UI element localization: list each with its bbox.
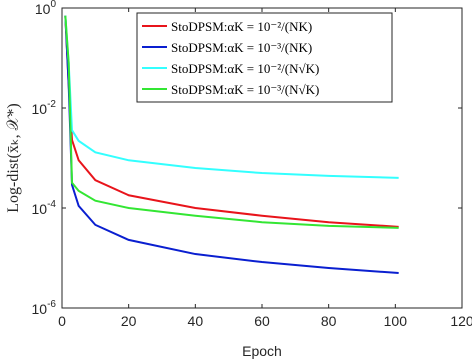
x-axis-label: Epoch: [242, 343, 282, 359]
x-tick-label: 100: [384, 313, 408, 329]
y-tick-base: 10: [32, 101, 48, 117]
y-tick-label: 10-4: [32, 199, 57, 217]
y-tick-label: 10-2: [32, 99, 57, 117]
y-tick-exponent: -2: [47, 99, 56, 110]
y-tick-base: 10: [35, 1, 51, 17]
y-tick-label: 10-6: [32, 299, 57, 317]
legend-box: [136, 12, 393, 103]
x-tick-label: 40: [188, 313, 204, 329]
y-axis-label: Log-dist(x̄ₖ, 𝒳*): [5, 103, 22, 212]
y-tick-exponent: -6: [47, 299, 56, 310]
legend-label: StoDPSM:αK = 10⁻³/(NK): [171, 40, 312, 55]
x-tick-label: 60: [254, 313, 270, 329]
x-tick-label: 80: [321, 313, 337, 329]
y-tick-label: 100: [35, 0, 57, 17]
legend-label: StoDPSM:αK = 10⁻³/(N√K): [171, 82, 319, 97]
y-tick-base: 10: [32, 201, 48, 217]
y-tick-exponent: -4: [47, 199, 56, 210]
x-tick-label: 120: [450, 313, 472, 329]
legend-label: StoDPSM:αK = 10⁻²/(N√K): [171, 61, 319, 76]
x-tick-label: 0: [58, 313, 66, 329]
y-tick-base: 10: [32, 301, 48, 317]
x-tick-label: 20: [121, 313, 137, 329]
y-tick-exponent: 0: [50, 0, 56, 10]
legend-label: StoDPSM:αK = 10⁻²/(NK): [171, 19, 312, 34]
series-line: [64, 15, 399, 229]
